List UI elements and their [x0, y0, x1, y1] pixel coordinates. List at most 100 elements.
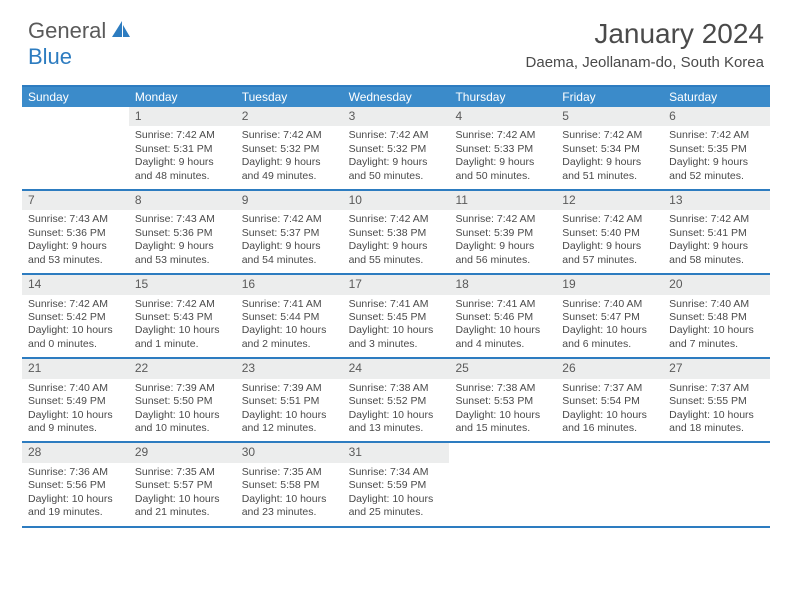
- day-number: [22, 107, 129, 125]
- day-cell: 15Sunrise: 7:42 AMSunset: 5:43 PMDayligh…: [129, 275, 236, 357]
- day-number: 23: [236, 359, 343, 378]
- day-body: Sunrise: 7:41 AMSunset: 5:44 PMDaylight:…: [236, 298, 343, 352]
- daylight-line: Daylight: 9 hours and 58 minutes.: [669, 240, 764, 267]
- day-body: Sunrise: 7:41 AMSunset: 5:46 PMDaylight:…: [449, 298, 556, 352]
- daylight-line: Daylight: 9 hours and 53 minutes.: [28, 240, 123, 267]
- sunrise-line: Sunrise: 7:42 AM: [242, 213, 337, 226]
- sunset-line: Sunset: 5:42 PM: [28, 311, 123, 324]
- sunrise-line: Sunrise: 7:37 AM: [669, 382, 764, 395]
- day-number: 21: [22, 359, 129, 378]
- day-body: Sunrise: 7:38 AMSunset: 5:53 PMDaylight:…: [449, 382, 556, 436]
- sunrise-line: Sunrise: 7:38 AM: [455, 382, 550, 395]
- sunset-line: Sunset: 5:47 PM: [562, 311, 657, 324]
- daylight-line: Daylight: 10 hours and 13 minutes.: [349, 409, 444, 436]
- day-body: Sunrise: 7:42 AMSunset: 5:32 PMDaylight:…: [236, 129, 343, 183]
- week-row: 21Sunrise: 7:40 AMSunset: 5:49 PMDayligh…: [22, 359, 770, 443]
- day-of-week-header: SundayMondayTuesdayWednesdayThursdayFrid…: [22, 87, 770, 107]
- day-body: Sunrise: 7:37 AMSunset: 5:55 PMDaylight:…: [663, 382, 770, 436]
- sunset-line: Sunset: 5:44 PM: [242, 311, 337, 324]
- day-cell: 27Sunrise: 7:37 AMSunset: 5:55 PMDayligh…: [663, 359, 770, 441]
- sunrise-line: Sunrise: 7:36 AM: [28, 466, 123, 479]
- day-cell: 6Sunrise: 7:42 AMSunset: 5:35 PMDaylight…: [663, 107, 770, 189]
- day-body: Sunrise: 7:42 AMSunset: 5:31 PMDaylight:…: [129, 129, 236, 183]
- day-number: 25: [449, 359, 556, 378]
- sunset-line: Sunset: 5:55 PM: [669, 395, 764, 408]
- daylight-line: Daylight: 10 hours and 4 minutes.: [455, 324, 550, 351]
- day-number: [449, 443, 556, 461]
- day-body: Sunrise: 7:40 AMSunset: 5:47 PMDaylight:…: [556, 298, 663, 352]
- daylight-line: Daylight: 10 hours and 21 minutes.: [135, 493, 230, 520]
- sunset-line: Sunset: 5:34 PM: [562, 143, 657, 156]
- sail-icon: [110, 19, 132, 44]
- daylight-line: Daylight: 9 hours and 53 minutes.: [135, 240, 230, 267]
- sunrise-line: Sunrise: 7:41 AM: [349, 298, 444, 311]
- day-number: [663, 443, 770, 461]
- header: General January 2024 Daema, Jeollanam-do…: [0, 0, 792, 75]
- day-cell: 12Sunrise: 7:42 AMSunset: 5:40 PMDayligh…: [556, 191, 663, 273]
- dow-cell: Wednesday: [343, 87, 450, 107]
- sunrise-line: Sunrise: 7:37 AM: [562, 382, 657, 395]
- day-cell: 21Sunrise: 7:40 AMSunset: 5:49 PMDayligh…: [22, 359, 129, 441]
- daylight-line: Daylight: 9 hours and 50 minutes.: [455, 156, 550, 183]
- sunset-line: Sunset: 5:37 PM: [242, 227, 337, 240]
- sunset-line: Sunset: 5:54 PM: [562, 395, 657, 408]
- day-cell: 30Sunrise: 7:35 AMSunset: 5:58 PMDayligh…: [236, 443, 343, 525]
- brand-part1: General: [28, 18, 106, 44]
- sunset-line: Sunset: 5:33 PM: [455, 143, 550, 156]
- sunset-line: Sunset: 5:49 PM: [28, 395, 123, 408]
- sunrise-line: Sunrise: 7:35 AM: [135, 466, 230, 479]
- sunrise-line: Sunrise: 7:42 AM: [455, 129, 550, 142]
- sunrise-line: Sunrise: 7:42 AM: [242, 129, 337, 142]
- day-number: 9: [236, 191, 343, 210]
- daylight-line: Daylight: 9 hours and 51 minutes.: [562, 156, 657, 183]
- day-body: Sunrise: 7:42 AMSunset: 5:35 PMDaylight:…: [663, 129, 770, 183]
- dow-cell: Thursday: [449, 87, 556, 107]
- sunrise-line: Sunrise: 7:35 AM: [242, 466, 337, 479]
- day-body: Sunrise: 7:39 AMSunset: 5:50 PMDaylight:…: [129, 382, 236, 436]
- day-body: Sunrise: 7:40 AMSunset: 5:48 PMDaylight:…: [663, 298, 770, 352]
- sunset-line: Sunset: 5:52 PM: [349, 395, 444, 408]
- day-number: 20: [663, 275, 770, 294]
- daylight-line: Daylight: 9 hours and 52 minutes.: [669, 156, 764, 183]
- day-number: 10: [343, 191, 450, 210]
- day-number: 7: [22, 191, 129, 210]
- daylight-line: Daylight: 10 hours and 0 minutes.: [28, 324, 123, 351]
- day-body: Sunrise: 7:42 AMSunset: 5:42 PMDaylight:…: [22, 298, 129, 352]
- sunset-line: Sunset: 5:57 PM: [135, 479, 230, 492]
- day-cell: 9 Sunrise: 7:42 AMSunset: 5:37 PMDaylight…: [236, 191, 343, 273]
- sunrise-line: Sunrise: 7:42 AM: [349, 129, 444, 142]
- dow-cell: Sunday: [22, 87, 129, 107]
- sunset-line: Sunset: 5:36 PM: [135, 227, 230, 240]
- daylight-line: Daylight: 9 hours and 50 minutes.: [349, 156, 444, 183]
- sunset-line: Sunset: 5:31 PM: [135, 143, 230, 156]
- day-cell: 24 Sunrise: 7:38 AMSunset: 5:52 PMDayligh…: [343, 359, 450, 441]
- daylight-line: Daylight: 10 hours and 7 minutes.: [669, 324, 764, 351]
- day-cell: 5Sunrise: 7:42 AMSunset: 5:34 PMDaylight…: [556, 107, 663, 189]
- day-cell: [663, 443, 770, 525]
- sunset-line: Sunset: 5:43 PM: [135, 311, 230, 324]
- day-cell: [22, 107, 129, 189]
- daylight-line: Daylight: 9 hours and 54 minutes.: [242, 240, 337, 267]
- dow-cell: Monday: [129, 87, 236, 107]
- day-cell: 4Sunrise: 7:42 AMSunset: 5:33 PMDaylight…: [449, 107, 556, 189]
- day-cell: 3Sunrise: 7:42 AMSunset: 5:32 PMDaylight…: [343, 107, 450, 189]
- sunrise-line: Sunrise: 7:42 AM: [562, 129, 657, 142]
- daylight-line: Daylight: 10 hours and 9 minutes.: [28, 409, 123, 436]
- sunrise-line: Sunrise: 7:43 AM: [28, 213, 123, 226]
- day-number: 11: [449, 191, 556, 210]
- daylight-line: Daylight: 10 hours and 15 minutes.: [455, 409, 550, 436]
- calendar: SundayMondayTuesdayWednesdayThursdayFrid…: [22, 85, 770, 528]
- day-cell: 29Sunrise: 7:35 AMSunset: 5:57 PMDayligh…: [129, 443, 236, 525]
- day-cell: 19Sunrise: 7:40 AMSunset: 5:47 PMDayligh…: [556, 275, 663, 357]
- day-number: 30: [236, 443, 343, 462]
- sunrise-line: Sunrise: 7:40 AM: [669, 298, 764, 311]
- day-number: 12: [556, 191, 663, 210]
- week-row: 28Sunrise: 7:36 AMSunset: 5:56 PMDayligh…: [22, 443, 770, 527]
- sunrise-line: Sunrise: 7:42 AM: [669, 129, 764, 142]
- day-cell: 11Sunrise: 7:42 AMSunset: 5:39 PMDayligh…: [449, 191, 556, 273]
- day-number: 24: [343, 359, 450, 378]
- day-number: 31: [343, 443, 450, 462]
- day-body: Sunrise: 7:38 AMSunset: 5:52 PMDaylight:…: [343, 382, 450, 436]
- week-row: 7Sunrise: 7:43 AMSunset: 5:36 PMDaylight…: [22, 191, 770, 275]
- daylight-line: Daylight: 10 hours and 12 minutes.: [242, 409, 337, 436]
